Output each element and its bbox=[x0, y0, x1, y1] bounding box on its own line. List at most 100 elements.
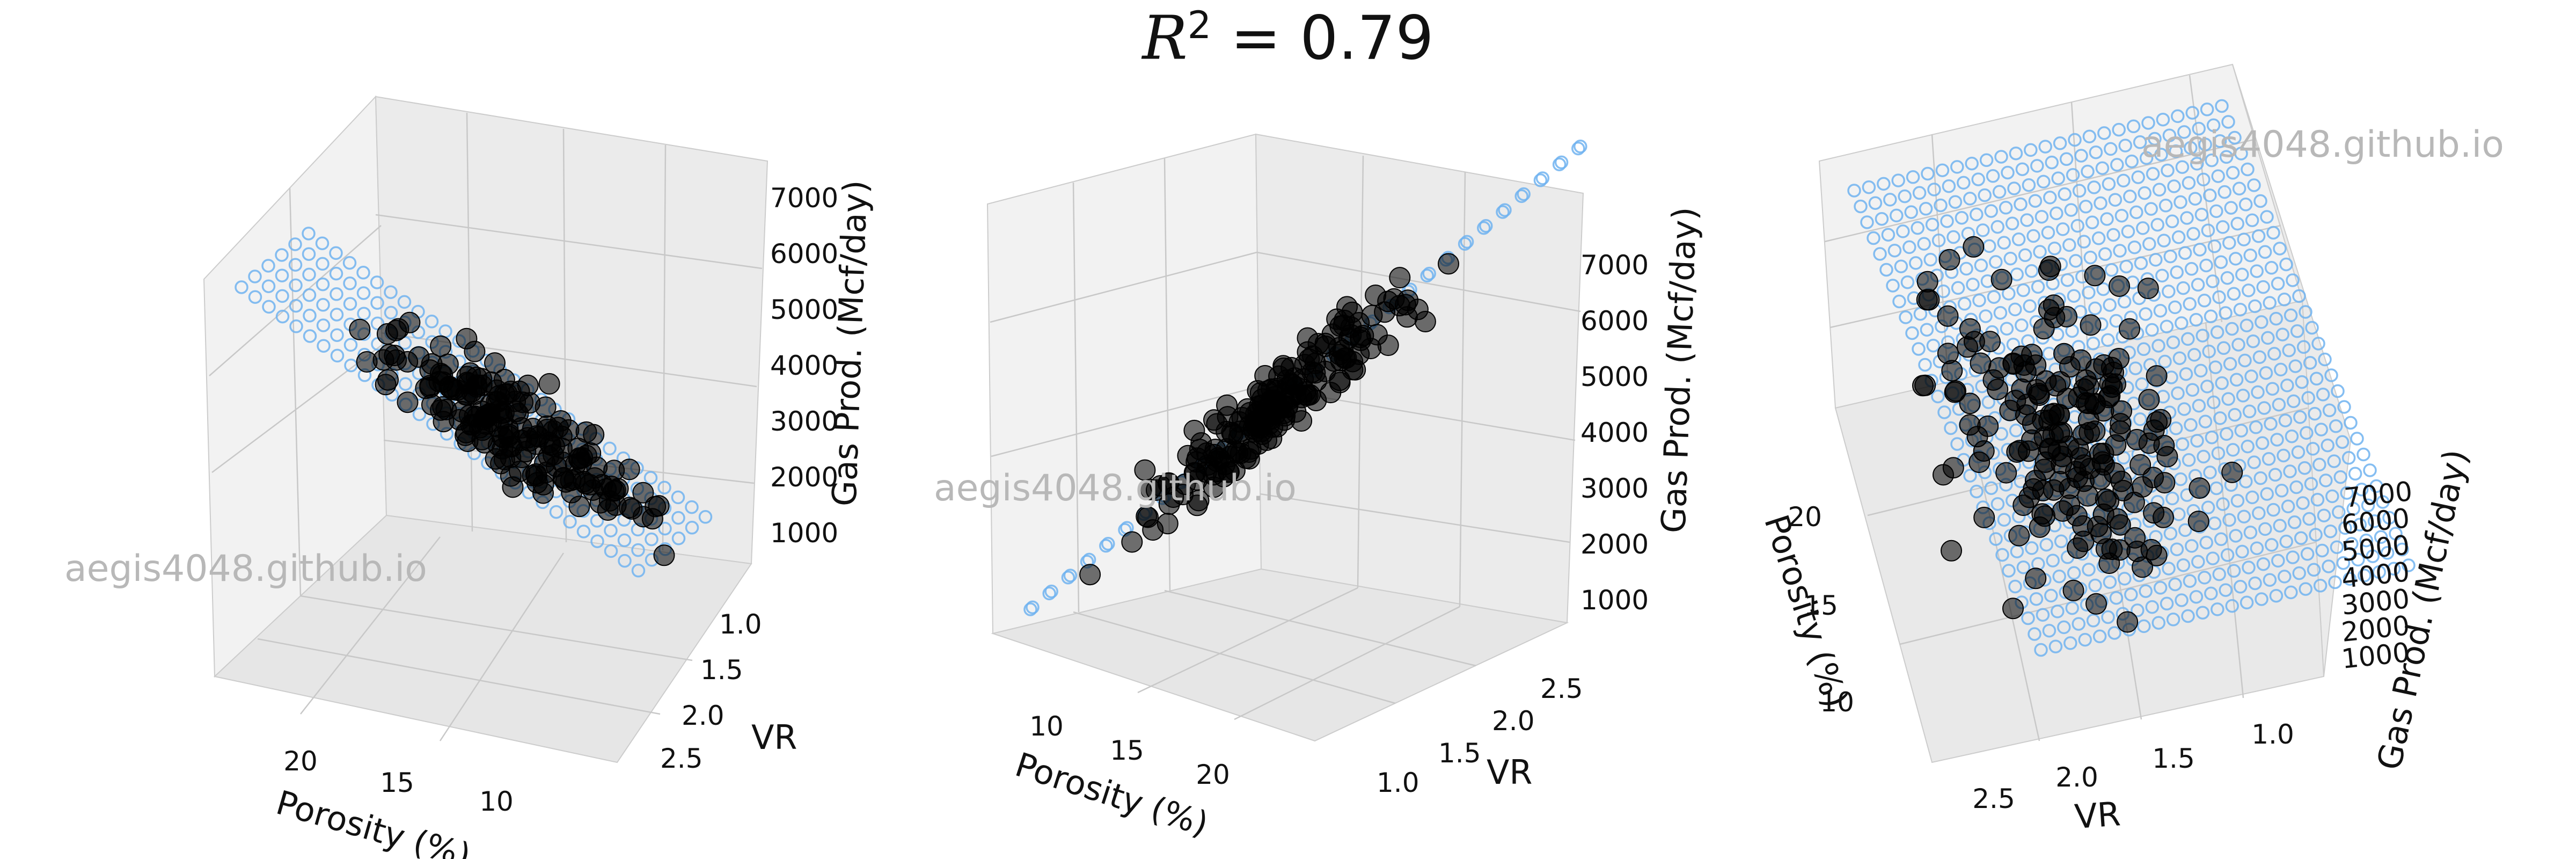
plane-marker bbox=[2165, 491, 2179, 506]
plane-marker bbox=[2185, 539, 2199, 553]
plane-marker bbox=[329, 266, 343, 281]
plane-marker bbox=[2158, 199, 2173, 213]
plane-marker bbox=[2216, 220, 2230, 234]
plane-marker bbox=[2194, 207, 2209, 222]
plane-marker bbox=[1477, 221, 1491, 235]
data-point bbox=[1365, 285, 1387, 306]
data-point bbox=[1305, 352, 1326, 374]
data-point bbox=[2101, 538, 2123, 560]
plane-marker bbox=[563, 515, 577, 529]
data-point bbox=[1937, 305, 1959, 327]
data-point bbox=[2138, 432, 2160, 454]
y-tick-label: 2.0 bbox=[1492, 705, 1535, 737]
plane-marker bbox=[2282, 343, 2296, 358]
plane-marker bbox=[1912, 186, 1927, 200]
plane-marker bbox=[645, 532, 658, 547]
plane-marker bbox=[2062, 238, 2076, 252]
plane-marker bbox=[1948, 195, 1963, 209]
plane-marker bbox=[2248, 576, 2262, 591]
data-point bbox=[2052, 500, 2074, 522]
plane-marker bbox=[590, 514, 604, 528]
data-point bbox=[2085, 593, 2107, 615]
data-point bbox=[545, 455, 567, 477]
plane-marker bbox=[2190, 157, 2204, 171]
plane-marker bbox=[1101, 537, 1115, 551]
data-point bbox=[1916, 289, 1938, 311]
data-point bbox=[2137, 278, 2159, 300]
plane-marker bbox=[2197, 172, 2211, 187]
plane-marker bbox=[2303, 356, 2317, 370]
data-points bbox=[1079, 253, 1459, 586]
plane-marker bbox=[2146, 167, 2160, 181]
plane-marker bbox=[2059, 152, 2074, 166]
plane-marker bbox=[2216, 341, 2231, 355]
plane-marker bbox=[330, 328, 344, 342]
grid-line bbox=[1260, 493, 1570, 543]
data-point bbox=[618, 458, 640, 481]
plane-marker bbox=[2133, 412, 2147, 426]
plane-marker bbox=[2068, 133, 2082, 147]
plane-marker bbox=[2291, 445, 2306, 459]
plane-marker bbox=[2222, 513, 2236, 527]
plane-marker bbox=[412, 407, 427, 421]
plane-marker bbox=[2014, 197, 2028, 212]
plane-marker bbox=[1847, 184, 1861, 198]
data-point bbox=[1916, 271, 1938, 293]
plane-marker bbox=[2219, 150, 2234, 164]
data-point bbox=[2043, 403, 2065, 425]
data-points bbox=[349, 311, 675, 566]
data-point bbox=[2012, 494, 2035, 516]
data-point bbox=[1314, 336, 1336, 357]
plane-marker bbox=[1061, 571, 1075, 585]
plane-marker bbox=[370, 296, 384, 310]
plane-marker bbox=[2243, 525, 2258, 540]
plane-marker bbox=[1990, 497, 2005, 511]
plane-marker bbox=[2313, 579, 2328, 593]
plane-marker bbox=[2232, 181, 2246, 196]
plane-marker bbox=[2323, 524, 2338, 538]
plane-marker bbox=[2067, 289, 2081, 303]
grid-line bbox=[466, 112, 473, 532]
plane-marker bbox=[2037, 174, 2051, 189]
plane-marker bbox=[1422, 266, 1436, 281]
grid-line bbox=[375, 214, 763, 270]
plane-marker bbox=[275, 309, 290, 324]
data-point bbox=[2187, 511, 2209, 533]
plane-marker bbox=[2151, 339, 2165, 353]
plane-marker bbox=[2043, 191, 2057, 205]
plane-marker bbox=[2265, 538, 2279, 552]
plane-marker bbox=[2270, 433, 2284, 447]
grid-line bbox=[1072, 182, 1080, 613]
data-point bbox=[1990, 268, 2012, 290]
plane-marker bbox=[2104, 142, 2118, 156]
z-tick-label: 5000 bbox=[770, 294, 838, 325]
plane-marker bbox=[2190, 434, 2204, 448]
plane-marker bbox=[2296, 340, 2311, 354]
plane-marker bbox=[2203, 188, 2217, 202]
plane-marker bbox=[2329, 419, 2343, 433]
plane-marker bbox=[2292, 566, 2306, 580]
plane-marker bbox=[1935, 163, 1950, 177]
plane-marker bbox=[2285, 429, 2299, 443]
data-point bbox=[1329, 372, 1351, 394]
data-point bbox=[526, 472, 548, 494]
plane-marker bbox=[2103, 575, 2117, 589]
data-point bbox=[1134, 459, 1156, 481]
plane-marker bbox=[2287, 394, 2301, 409]
plane-marker bbox=[2169, 144, 2183, 158]
plane-marker bbox=[2346, 501, 2360, 516]
plane-marker bbox=[2094, 196, 2107, 210]
plane-marker bbox=[275, 248, 289, 262]
plane-marker bbox=[2219, 583, 2233, 597]
plane-marker bbox=[2074, 149, 2088, 163]
plane-marker bbox=[603, 441, 617, 456]
plane-marker bbox=[2167, 179, 2181, 193]
plane-marker bbox=[2023, 299, 2037, 313]
plane-marker bbox=[2178, 523, 2192, 537]
plane-marker bbox=[2153, 303, 2168, 318]
plane-marker bbox=[2131, 170, 2145, 184]
data-point bbox=[2079, 421, 2101, 443]
plane-marker bbox=[2021, 611, 2035, 625]
plane-marker bbox=[2252, 350, 2267, 364]
panel-left: 1000 2000 3000 4000 5000 6000 7000 1.0 1.5 2.0 2.5… bbox=[203, 95, 875, 859]
